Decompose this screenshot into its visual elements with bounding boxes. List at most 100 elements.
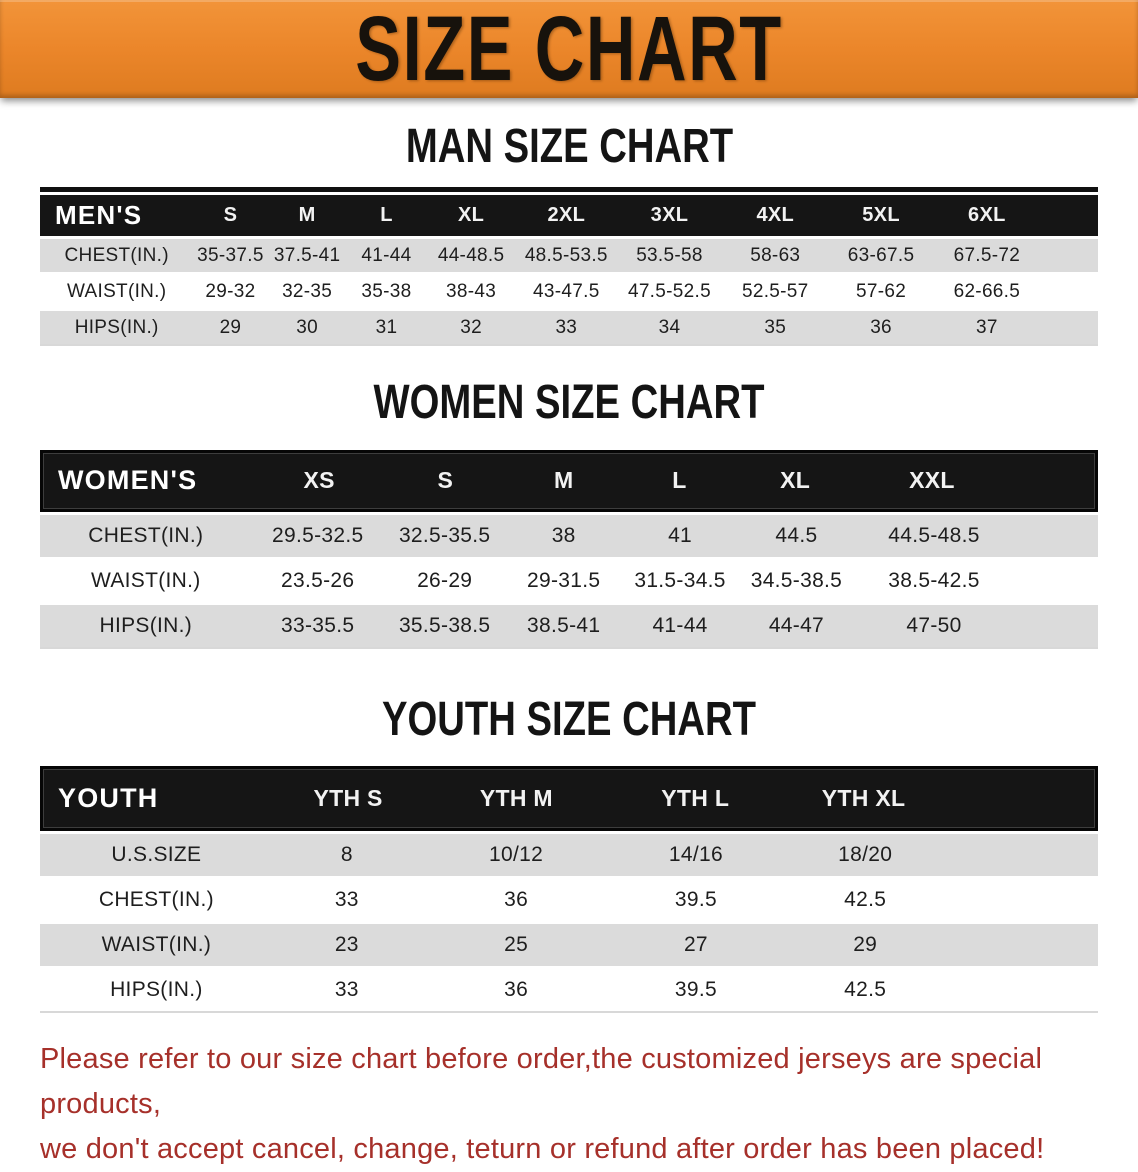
corner-label: WOMEN'S: [58, 465, 198, 495]
size-value: 41: [668, 523, 693, 547]
size-value: 63-67.5: [847, 244, 915, 266]
column-header: YTH M: [479, 784, 553, 811]
column-header: XL: [458, 204, 485, 227]
row-label: WAIST(IN.): [91, 568, 201, 592]
size-value: 38.5-41: [527, 613, 601, 637]
size-value: 18/20: [838, 842, 893, 866]
size-value: 29.5-32.5: [272, 523, 364, 547]
size-value: 35-37.5: [197, 244, 264, 266]
column-header: 6XL: [968, 204, 1006, 227]
row-label: WAIST(IN.): [67, 280, 167, 302]
row-label: HIPS(IN.): [99, 613, 193, 637]
size-value: 33: [334, 977, 359, 1001]
section-heading-text: YOUTH SIZE CHART: [381, 690, 756, 746]
table-row: HIPS(IN.) 33-35.5 35.5-38.5 38.5-41 41-44 44-…: [40, 604, 1098, 647]
size-value: 44-48.5: [437, 244, 505, 266]
corner-label: MEN'S: [55, 200, 143, 231]
section-heading: YOUTH SIZE CHART: [0, 690, 1138, 746]
size-value: 41-44: [652, 613, 708, 637]
size-value: 58-63: [750, 244, 801, 266]
size-value: 38: [551, 523, 576, 547]
size-value: 33-35.5: [281, 613, 355, 637]
column-header: 4XL: [756, 204, 795, 227]
size-value: 23: [334, 932, 359, 956]
section-heading: WOMEN SIZE CHART: [0, 376, 1138, 427]
size-value: 31.5-34.5: [634, 568, 726, 592]
spacer-cell: [1011, 453, 1095, 509]
column-header: L: [672, 467, 687, 493]
size-value: 39.5: [674, 977, 717, 1001]
section-heading-text: MAN SIZE CHART: [405, 117, 733, 174]
size-value: 25: [504, 932, 529, 956]
size-value: 32.5-35.5: [398, 523, 491, 547]
size-value: 26-29: [417, 568, 473, 592]
size-value: 32-35: [282, 280, 333, 302]
spacer-cell: [950, 834, 1098, 876]
row-label: CHEST(IN.): [88, 523, 204, 547]
size-value: 8: [340, 842, 353, 866]
column-header: XL: [780, 467, 811, 493]
table-top-rule: [40, 187, 1098, 193]
table-row: HIPS(IN.) 33 36 39.5 42.5: [40, 968, 1098, 1011]
spacer-cell: [1040, 239, 1098, 272]
row-label: CHEST(IN.): [98, 887, 214, 911]
column-header: M: [298, 204, 316, 227]
row-label: HIPS(IN.): [74, 316, 159, 338]
size-value: 37: [975, 316, 998, 338]
section-heading: MAN SIZE CHART: [0, 117, 1138, 174]
size-value: 35.5-38.5: [398, 613, 491, 637]
column-header: M: [553, 467, 574, 493]
disclaimer-line1: Please refer to our size chart before or…: [40, 1042, 1043, 1120]
column-header: XS: [303, 467, 335, 493]
size-charts: MAN SIZE CHART MEN'S S M L XL 2XL 3XL 4XL 5XL 6XL…: [0, 117, 1138, 1013]
size-value: 29-31.5: [527, 568, 601, 592]
row-label: HIPS(IN.): [110, 977, 203, 1001]
size-value: 33: [334, 887, 359, 911]
column-header: 2XL: [547, 204, 586, 227]
size-value: 33: [555, 316, 578, 338]
spacer-cell: [950, 879, 1098, 921]
size-value: 39.5: [674, 887, 717, 911]
size-table: MEN'S S M L XL 2XL 3XL 4XL 5XL 6XL CHEST(IN.) 35-37…: [40, 187, 1098, 347]
size-value: 14/16: [668, 842, 723, 866]
size-value: 47-50: [906, 613, 962, 637]
corner-label: YOUTH: [58, 782, 159, 813]
size-chart-banner: SIZE CHART: [0, 0, 1138, 98]
size-value: 27: [683, 932, 708, 956]
row-label: WAIST(IN.): [101, 932, 212, 956]
column-header: 3XL: [650, 204, 689, 227]
table-row: WAIST(IN.) 29-32 32-35 35-38 38-43 43-47.5 47.…: [40, 275, 1098, 309]
size-value: 35: [764, 316, 787, 338]
spacer-cell: [1013, 605, 1098, 647]
size-value: 29: [853, 932, 878, 956]
size-value: 37.5-41: [273, 244, 341, 266]
row-label: CHEST(IN.): [64, 244, 169, 266]
spacer-cell: [1013, 560, 1098, 602]
size-value: 53.5-58: [636, 244, 703, 266]
spacer-cell: [1040, 195, 1098, 236]
size-value: 35-38: [361, 280, 412, 302]
size-value: 23.5-26: [281, 568, 355, 592]
size-value: 44.5-48.5: [888, 523, 980, 547]
table-header-row: MEN'S S M L XL 2XL 3XL 4XL 5XL 6XL: [40, 195, 1098, 237]
size-value: 36: [870, 316, 892, 338]
size-table: WOMEN'S XS S M L XL XXL CHEST(IN.) 29.5-32.5 32.5…: [40, 449, 1098, 649]
column-header: 5XL: [862, 204, 900, 227]
column-header: XXL: [909, 467, 955, 493]
size-value: 32: [460, 316, 482, 338]
size-value: 34.5-38.5: [750, 568, 843, 592]
size-chart-section-youth: YOUTH SIZE CHART YOUTH YTH S YTH M YTH L YTH…: [0, 690, 1138, 1013]
banner-title: SIZE CHART: [355, 0, 783, 100]
size-table: YOUTH YTH S YTH M YTH L YTH XL U.S.SIZE 8 10/12…: [40, 765, 1098, 1013]
size-value: 10/12: [489, 842, 544, 866]
table-row: WAIST(IN.) 23 25 27 29: [40, 923, 1098, 966]
size-value: 31: [375, 316, 398, 338]
size-value: 62-66.5: [953, 280, 1021, 302]
size-value: 36: [504, 977, 529, 1001]
column-header: YTH XL: [821, 784, 906, 811]
size-value: 44.5: [775, 523, 818, 547]
table-row: CHEST(IN.) 33 36 39.5 42.5: [40, 878, 1098, 921]
size-value: 38.5-42.5: [888, 568, 980, 592]
size-value: 67.5-72: [953, 244, 1021, 266]
size-value: 41-44: [361, 244, 412, 266]
